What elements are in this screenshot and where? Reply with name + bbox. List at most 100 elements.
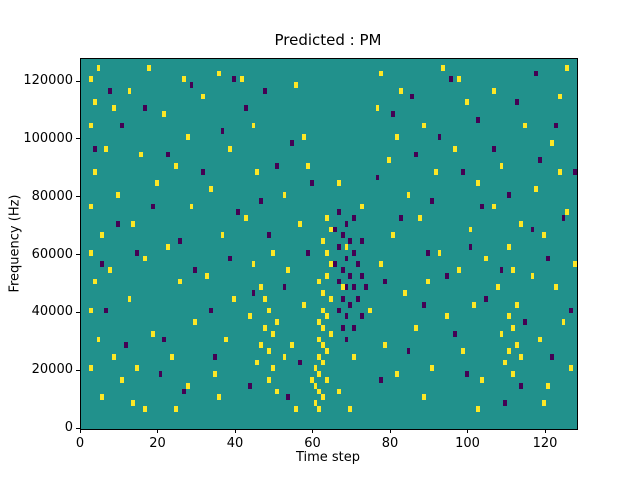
heatmap-cell	[301, 301, 306, 308]
heatmap-cell	[437, 134, 442, 140]
heatmap-cell	[336, 180, 341, 187]
heatmap-cell	[112, 105, 116, 112]
heatmap-cell	[507, 348, 512, 354]
heatmap-cell	[414, 324, 419, 331]
heatmap-cell	[317, 319, 322, 325]
heatmap-cell	[542, 232, 546, 239]
heatmap-cell	[340, 324, 345, 331]
heatmap-cell	[104, 145, 109, 152]
heatmap-cell	[429, 365, 434, 372]
heatmap-cell	[484, 296, 488, 302]
heatmap-cell	[92, 99, 97, 106]
heatmap-cell	[429, 197, 434, 204]
heatmap-cell	[453, 330, 457, 337]
heatmap-cell	[92, 145, 97, 152]
heatmap-cell	[336, 307, 341, 314]
heatmap-cell	[456, 267, 461, 273]
heatmap-cell	[340, 267, 345, 273]
heatmap-cell	[518, 382, 523, 389]
heatmap-cell	[534, 186, 539, 192]
heatmap-cell	[251, 122, 256, 129]
y-tick-label: 80000	[31, 188, 73, 204]
heatmap-cell	[352, 284, 357, 291]
heatmap-cell	[216, 394, 221, 401]
heatmap-cell	[530, 272, 535, 279]
heatmap-cell	[189, 203, 194, 210]
heatmap-cell	[267, 376, 271, 383]
heatmap-cell	[460, 348, 465, 354]
heatmap-cell	[549, 139, 554, 146]
heatmap-cell	[290, 342, 295, 349]
heatmap-cell	[166, 151, 171, 158]
heatmap-cell	[259, 197, 264, 204]
heatmap-cell	[255, 359, 260, 366]
heatmap-cell	[321, 342, 326, 349]
heatmap-cell	[518, 353, 523, 360]
heatmap-cell	[383, 278, 388, 285]
heatmap-cell	[290, 139, 295, 146]
heatmap-cell	[181, 388, 186, 395]
heatmap-cell	[379, 376, 384, 383]
heatmap-cell	[569, 307, 574, 314]
heatmap-cell	[546, 382, 550, 389]
tick-mark	[389, 429, 391, 433]
heatmap-cell	[232, 76, 236, 83]
heatmap-cell	[491, 87, 496, 94]
heatmap-cell	[476, 180, 481, 187]
heatmap-cell	[185, 134, 190, 140]
heatmap-cell	[309, 376, 314, 383]
heatmap-cell	[313, 382, 318, 389]
heatmap-cell	[456, 76, 461, 83]
heatmap-cell	[92, 278, 97, 285]
heatmap-cell	[561, 319, 566, 325]
heatmap-cell	[96, 336, 101, 343]
x-tick-label: 60	[304, 436, 321, 451]
heatmap-cell	[468, 244, 473, 250]
heatmap-cell	[162, 336, 167, 343]
heatmap-cell	[499, 267, 504, 273]
heatmap-cell	[286, 267, 291, 273]
heatmap-cell	[515, 342, 519, 349]
heatmap-cell	[402, 290, 407, 297]
heatmap-cell	[336, 209, 341, 216]
heatmap-cell	[329, 261, 333, 268]
heatmap-cell	[325, 313, 329, 320]
tick-mark	[76, 80, 80, 82]
x-tick-label: 20	[149, 436, 166, 451]
heatmap-cell	[464, 371, 469, 377]
y-tick-label: 60000	[31, 246, 73, 262]
heatmap-cell	[530, 226, 535, 233]
heatmap-cell	[92, 168, 97, 175]
heatmap-cell	[325, 215, 329, 221]
heatmap-cell	[263, 87, 267, 94]
heatmap-cell	[398, 87, 403, 94]
heatmap-cell	[394, 134, 399, 140]
heatmap-cell	[336, 278, 341, 285]
heatmap-cell	[220, 232, 225, 239]
heatmap-cell	[220, 128, 225, 135]
heatmap-cell	[317, 353, 322, 360]
heatmap-cell	[301, 134, 306, 140]
heatmap-cell	[507, 191, 512, 198]
heatmap-cell	[294, 405, 298, 412]
x-tick-label: 100	[455, 436, 480, 451]
heatmap-cell	[282, 353, 287, 360]
heatmap-cell	[270, 365, 275, 372]
heatmap-cell	[538, 157, 543, 164]
heatmap-cell	[208, 186, 213, 192]
heatmap-cell	[422, 301, 426, 308]
tick-mark	[312, 429, 313, 433]
tick-mark	[234, 429, 236, 433]
heatmap-cell	[352, 215, 357, 221]
heatmap-cell	[88, 76, 93, 83]
heatmap-cell	[344, 336, 349, 343]
heatmap-cell	[177, 238, 182, 244]
heatmap-cell	[321, 290, 326, 297]
heatmap-cell	[135, 365, 140, 372]
heatmap-cell	[321, 394, 326, 401]
heatmap-cell	[325, 272, 329, 279]
heatmap-cell	[143, 405, 147, 412]
heatmap-cell	[243, 105, 248, 112]
y-tick-label: 40000	[31, 304, 73, 320]
heatmap-cell	[185, 382, 190, 389]
